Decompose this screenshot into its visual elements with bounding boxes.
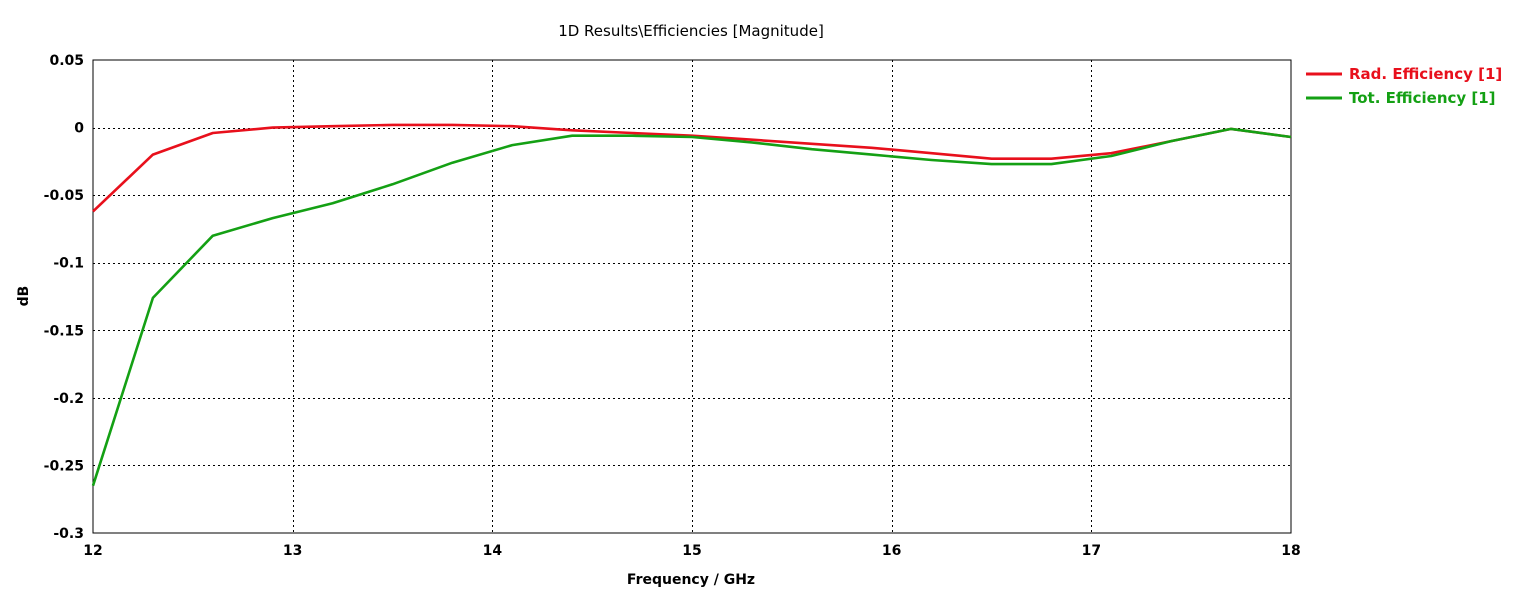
- chart-title: 1D Results\Efficiencies [Magnitude]: [558, 22, 824, 40]
- x-tick-label: 18: [1281, 543, 1300, 559]
- y-tick-label: -0.25: [44, 458, 84, 474]
- series-line-tot-efficiency: [91, 127, 1292, 487]
- x-axis-label: Frequency / GHz: [627, 572, 755, 588]
- y-axis-label: dB: [16, 286, 32, 307]
- y-tick-label: -0.15: [44, 323, 84, 339]
- x-tick-label: 13: [283, 543, 302, 559]
- legend-label: Rad. Efficiency [1]: [1349, 65, 1502, 83]
- y-tick-labels: 0.05 0 -0.05 -0.1 -0.15 -0.2 -0.25 -0.3: [44, 53, 85, 542]
- y-tick-label: 0: [74, 121, 84, 137]
- x-tick-label: 17: [1082, 543, 1101, 559]
- x-tick-label: 14: [483, 543, 503, 559]
- y-tick-label: -0.2: [53, 391, 84, 407]
- legend: Rad. Efficiency [1] Tot. Efficiency [1]: [1306, 65, 1502, 107]
- x-tick-label: 12: [83, 543, 102, 559]
- legend-label: Tot. Efficiency [1]: [1349, 89, 1496, 107]
- y-tick-label: -0.1: [53, 256, 84, 272]
- series-layer: [91, 123, 1292, 487]
- y-tick-label: -0.05: [44, 188, 84, 204]
- y-tick-label: 0.05: [49, 53, 84, 69]
- y-tick-label: -0.3: [53, 526, 84, 542]
- x-tick-label: 15: [682, 543, 701, 559]
- x-tick-label: 16: [882, 543, 901, 559]
- grid-layer: [93, 60, 1291, 533]
- x-tick-labels: 12 13 14 15 16 17 18: [83, 543, 1300, 559]
